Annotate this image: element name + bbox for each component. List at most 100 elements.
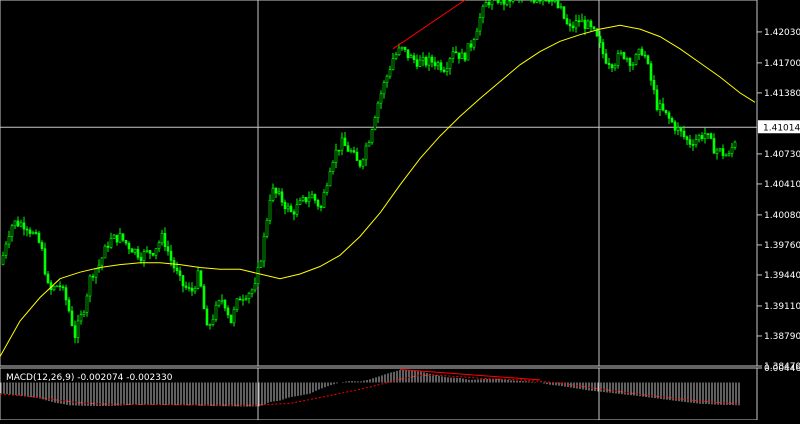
macd-indicator-label: MACD(12,26,9) -0.002074 -0.002330 (6, 373, 173, 383)
candlestick (124, 239, 128, 246)
candlestick (700, 132, 704, 142)
candlestick (247, 291, 251, 304)
candlestick (355, 147, 359, 161)
candlestick (574, 14, 578, 33)
candlestick (100, 257, 104, 271)
candlestick (265, 217, 269, 239)
price-tick-label: 1.41700 (764, 59, 800, 69)
price-trendline[interactable] (392, 0, 466, 50)
candlestick (316, 198, 320, 210)
candlestick (223, 299, 227, 312)
candlestick (709, 132, 713, 140)
candlestick (361, 158, 365, 170)
macd-trendline[interactable] (399, 369, 541, 381)
candlestick (193, 286, 197, 295)
candlestick (199, 269, 203, 288)
candlestick (682, 125, 686, 140)
candlestick (154, 248, 158, 260)
macd-tick-label: 0.00446 (764, 364, 800, 374)
candlestick (61, 284, 65, 291)
candlestick (40, 240, 44, 251)
candlestick (202, 284, 206, 310)
price-tag-box (758, 120, 800, 134)
candlestick (331, 160, 335, 175)
candlestick (256, 261, 260, 287)
candlestick (169, 244, 173, 267)
candlestick (535, 0, 539, 4)
candlestick (250, 288, 254, 298)
candlestick (670, 116, 674, 123)
candlestick (715, 148, 719, 160)
candlestick (589, 19, 593, 32)
candlestick (694, 134, 698, 148)
candlestick (259, 259, 263, 269)
candlestick (283, 199, 287, 215)
candlestick (13, 220, 17, 230)
candlestick (538, 0, 542, 5)
candlestick (22, 216, 26, 236)
candlestick (646, 54, 650, 65)
candlestick (658, 99, 662, 116)
candlestick (553, 0, 557, 4)
candlestick (322, 189, 326, 209)
macd-panel[interactable]: MACD(12,26,9) -0.002074 -0.002330 (0, 367, 758, 421)
candlestick (577, 14, 581, 27)
candlestick (160, 229, 164, 246)
price-tick-label: 1.40730 (764, 150, 800, 160)
candlestick (436, 60, 440, 70)
candlestick (400, 46, 404, 51)
candlestick (466, 43, 470, 61)
candlestick (673, 119, 677, 135)
candlestick (655, 85, 659, 112)
candlestick (370, 128, 374, 145)
candlestick (463, 51, 467, 63)
price-tick-label: 1.40410 (764, 180, 800, 190)
candlestick (649, 60, 653, 86)
candlestick (304, 197, 308, 205)
candlestick (460, 48, 464, 59)
candlestick (118, 228, 122, 244)
candlestick (235, 298, 239, 313)
candlestick (547, 0, 551, 4)
candlestick (667, 110, 671, 124)
candlestick (379, 90, 383, 110)
candlestick (415, 54, 419, 70)
candlestick (505, 0, 509, 7)
candlestick (397, 43, 401, 57)
candlestick (184, 281, 188, 291)
price-panel[interactable] (0, 0, 758, 367)
candlestick (307, 191, 311, 208)
candlestick (481, 4, 485, 24)
candlestick (313, 193, 317, 204)
candlestick (622, 51, 626, 60)
candlestick (373, 115, 377, 131)
candlestick (112, 234, 116, 239)
candlestick (592, 26, 596, 31)
candlestick (502, 0, 506, 11)
candlestick (244, 295, 248, 302)
candlestick (703, 127, 707, 144)
candlestick (628, 56, 632, 72)
candlestick (262, 232, 266, 268)
candlestick (727, 150, 731, 157)
candlestick (496, 0, 500, 5)
candlestick (367, 140, 371, 147)
candlestick (208, 323, 212, 330)
candlestick (106, 241, 110, 253)
candlestick (151, 252, 155, 257)
candlestick (637, 48, 641, 60)
candlestick (340, 132, 344, 156)
candlestick (685, 135, 689, 146)
candlestick (706, 133, 710, 140)
candlestick (52, 285, 56, 292)
candlestick (601, 39, 605, 59)
macd-signal-line (0, 374, 741, 406)
candlestick (406, 49, 410, 61)
candlestick (220, 294, 224, 305)
candlestick (691, 139, 695, 151)
candlestick (157, 240, 161, 253)
candlestick (115, 234, 119, 246)
candlestick (586, 19, 590, 30)
